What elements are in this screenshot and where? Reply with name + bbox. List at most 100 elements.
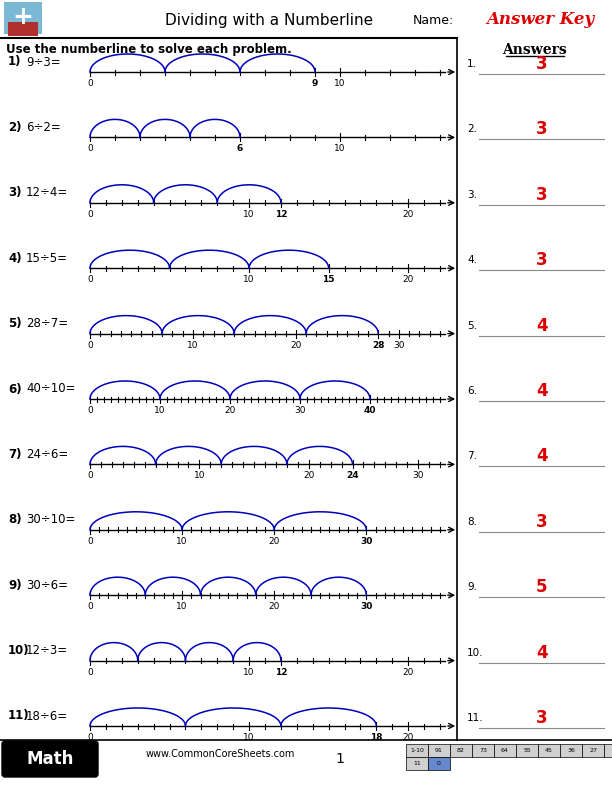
Text: 0: 0	[87, 733, 93, 742]
Text: 20: 20	[403, 275, 414, 284]
Bar	[560, 744, 582, 757]
Text: 20: 20	[225, 406, 236, 415]
Text: 30÷6=: 30÷6=	[26, 579, 68, 592]
Text: 4: 4	[536, 317, 547, 334]
Text: 3: 3	[536, 120, 547, 139]
Text: 0: 0	[87, 471, 93, 481]
Bar	[450, 744, 472, 757]
Text: 0: 0	[87, 668, 93, 676]
Text: Dividing with a Numberline: Dividing with a Numberline	[165, 13, 373, 28]
Text: 30: 30	[412, 471, 424, 481]
Text: 30: 30	[360, 602, 373, 611]
Text: 24: 24	[346, 471, 359, 481]
Text: 0: 0	[87, 275, 93, 284]
Text: 40: 40	[364, 406, 376, 415]
Bar	[406, 757, 428, 770]
Text: 0: 0	[87, 341, 93, 349]
Text: 40÷10=: 40÷10=	[26, 383, 75, 395]
Text: 9): 9)	[8, 579, 21, 592]
Text: 30: 30	[393, 341, 405, 349]
Text: 3: 3	[536, 251, 547, 269]
Bar	[428, 757, 450, 770]
Text: 12÷4=: 12÷4=	[26, 186, 69, 200]
Text: 3: 3	[536, 186, 547, 204]
Text: 10: 10	[244, 210, 255, 219]
Text: 6.: 6.	[467, 386, 477, 396]
Text: 9.: 9.	[467, 582, 477, 592]
Text: 7): 7)	[8, 448, 21, 461]
Text: 0: 0	[437, 761, 441, 766]
Text: 5): 5)	[8, 317, 21, 330]
Text: 30: 30	[360, 537, 373, 546]
Text: Answer Key: Answer Key	[487, 12, 595, 29]
Text: 3: 3	[536, 512, 547, 531]
Text: 20: 20	[269, 537, 280, 546]
Bar	[406, 744, 428, 757]
Text: 10: 10	[176, 537, 188, 546]
Text: 0: 0	[87, 406, 93, 415]
Text: 4: 4	[536, 447, 547, 466]
Text: 6÷2=: 6÷2=	[26, 121, 61, 134]
Text: 9: 9	[312, 79, 318, 88]
Text: 10: 10	[244, 275, 255, 284]
Text: 0: 0	[87, 602, 93, 611]
Text: 30÷10=: 30÷10=	[26, 513, 75, 527]
Bar	[582, 744, 604, 757]
Text: 1): 1)	[8, 55, 21, 68]
Text: 11: 11	[413, 761, 421, 766]
Bar	[472, 744, 494, 757]
Bar	[538, 744, 560, 757]
Text: 24÷6=: 24÷6=	[26, 448, 69, 461]
Text: 10: 10	[154, 406, 166, 415]
Text: 20: 20	[403, 668, 414, 676]
Text: 30: 30	[294, 406, 306, 415]
Text: www.CommonCoreSheets.com: www.CommonCoreSheets.com	[145, 749, 295, 759]
Text: 28÷7=: 28÷7=	[26, 317, 68, 330]
Text: 28: 28	[372, 341, 384, 349]
Text: Use the numberline to solve each problem.: Use the numberline to solve each problem…	[6, 44, 292, 56]
Text: 0: 0	[87, 144, 93, 154]
Bar	[516, 744, 538, 757]
Text: 20: 20	[403, 210, 414, 219]
Text: 64: 64	[501, 748, 509, 753]
Text: 10.: 10.	[467, 648, 483, 657]
Text: 1-10: 1-10	[410, 748, 424, 753]
Text: 6: 6	[237, 144, 243, 154]
Text: 2): 2)	[8, 121, 21, 134]
Text: Name:: Name:	[413, 13, 454, 26]
Text: 3): 3)	[8, 186, 21, 200]
Text: 1.: 1.	[467, 59, 477, 69]
Text: 2.: 2.	[467, 124, 477, 135]
Text: 10: 10	[244, 733, 255, 742]
Text: 20: 20	[303, 471, 315, 481]
Text: 27: 27	[589, 748, 597, 753]
Text: 20: 20	[403, 733, 414, 742]
Text: 12: 12	[275, 668, 287, 676]
Text: 20: 20	[269, 602, 280, 611]
Text: 20: 20	[290, 341, 302, 349]
Text: 5: 5	[536, 578, 547, 596]
Text: 82: 82	[457, 748, 465, 753]
Text: 8.: 8.	[467, 517, 477, 527]
Text: 10: 10	[334, 144, 346, 154]
Text: Math: Math	[26, 750, 73, 768]
FancyBboxPatch shape	[2, 741, 98, 777]
Text: 10): 10)	[8, 644, 29, 657]
Text: 1: 1	[335, 752, 345, 766]
Text: 12: 12	[275, 210, 287, 219]
Text: 36: 36	[567, 748, 575, 753]
Text: 4: 4	[536, 644, 547, 661]
Text: 3: 3	[536, 55, 547, 73]
Bar	[494, 744, 516, 757]
Bar	[604, 744, 612, 757]
Text: 4.: 4.	[467, 255, 477, 265]
Text: 5.: 5.	[467, 321, 477, 330]
Text: Answers: Answers	[502, 43, 567, 57]
Text: 91: 91	[435, 748, 443, 753]
Text: 8): 8)	[8, 513, 21, 527]
Text: 18: 18	[370, 733, 382, 742]
Text: 45: 45	[545, 748, 553, 753]
Text: 4): 4)	[8, 252, 21, 265]
Text: 55: 55	[523, 748, 531, 753]
Text: 10: 10	[176, 602, 188, 611]
